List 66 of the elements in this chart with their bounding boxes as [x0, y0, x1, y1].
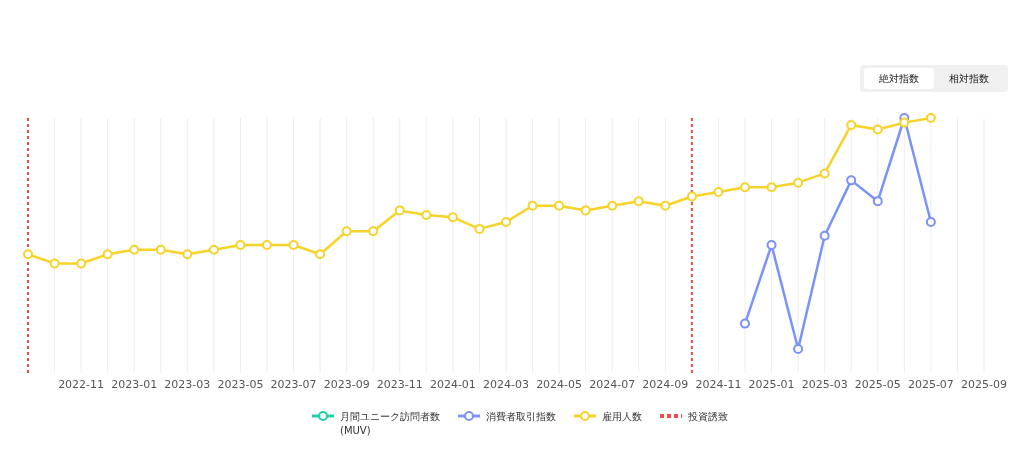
x-tick-label: 2023-09 [323, 378, 370, 391]
x-tick-label: 2025-01 [748, 378, 795, 391]
x-tick-label: 2023-05 [217, 378, 264, 391]
point [713, 186, 724, 197]
legend-label: 月間ユニーク訪問者数 (MUV) [340, 411, 440, 436]
point [49, 258, 60, 269]
x-tick-label: 2024-03 [483, 378, 529, 391]
x-tick-label: 2024-05 [536, 378, 583, 391]
point [686, 191, 697, 202]
point [607, 200, 618, 211]
point [501, 216, 511, 227]
point [341, 226, 352, 237]
point [554, 200, 565, 211]
point [155, 244, 166, 255]
point [102, 249, 113, 260]
point [315, 249, 326, 260]
x-tick-label: 2025-03 [801, 378, 848, 391]
x-tick-label: 2023-11 [376, 378, 423, 391]
x-tick-label: 2025-09 [961, 378, 1007, 391]
point [527, 200, 538, 211]
legend-label: 消費者取引指数 [486, 411, 556, 422]
point [872, 124, 883, 135]
point [368, 226, 379, 237]
legend-label: 雇用人数 [602, 411, 642, 422]
point [766, 182, 777, 193]
point [660, 200, 671, 211]
point [76, 258, 87, 269]
point [925, 113, 936, 123]
point [421, 210, 432, 221]
point [235, 240, 246, 251]
point [580, 205, 591, 216]
point [925, 216, 936, 227]
legend-label: 投資誘致 [687, 411, 728, 422]
point [766, 240, 777, 251]
x-tick-label: 2023-03 [164, 378, 211, 391]
point [262, 240, 272, 251]
point [740, 182, 750, 193]
point [846, 119, 857, 130]
point [819, 230, 830, 241]
point [899, 117, 910, 128]
point [872, 196, 883, 207]
point [208, 244, 219, 255]
point [447, 212, 458, 223]
x-tick-label: 2025-05 [854, 378, 901, 391]
point [182, 249, 193, 260]
point [129, 244, 140, 255]
text: 絶対指数 [878, 73, 919, 84]
x-tick-label: 2023-07 [270, 378, 317, 391]
text: 相対指数 [949, 73, 989, 84]
x-tick-label: 2025-07 [907, 378, 954, 391]
point [846, 175, 857, 186]
x-tick-label: 2024-11 [695, 378, 742, 391]
point [740, 318, 750, 329]
point [793, 177, 804, 188]
point [793, 344, 804, 354]
point [394, 205, 405, 216]
point [633, 196, 644, 207]
point [23, 249, 33, 260]
x-tick-label: 2023-01 [111, 378, 158, 391]
x-tick-label: 2022-11 [58, 378, 105, 391]
point [288, 240, 299, 251]
x-tick-label: 2024-09 [642, 378, 689, 391]
x-tick-label: 2024-01 [429, 378, 476, 391]
point [819, 168, 830, 179]
x-tick-label: 2024-07 [589, 378, 636, 391]
point [474, 223, 485, 234]
